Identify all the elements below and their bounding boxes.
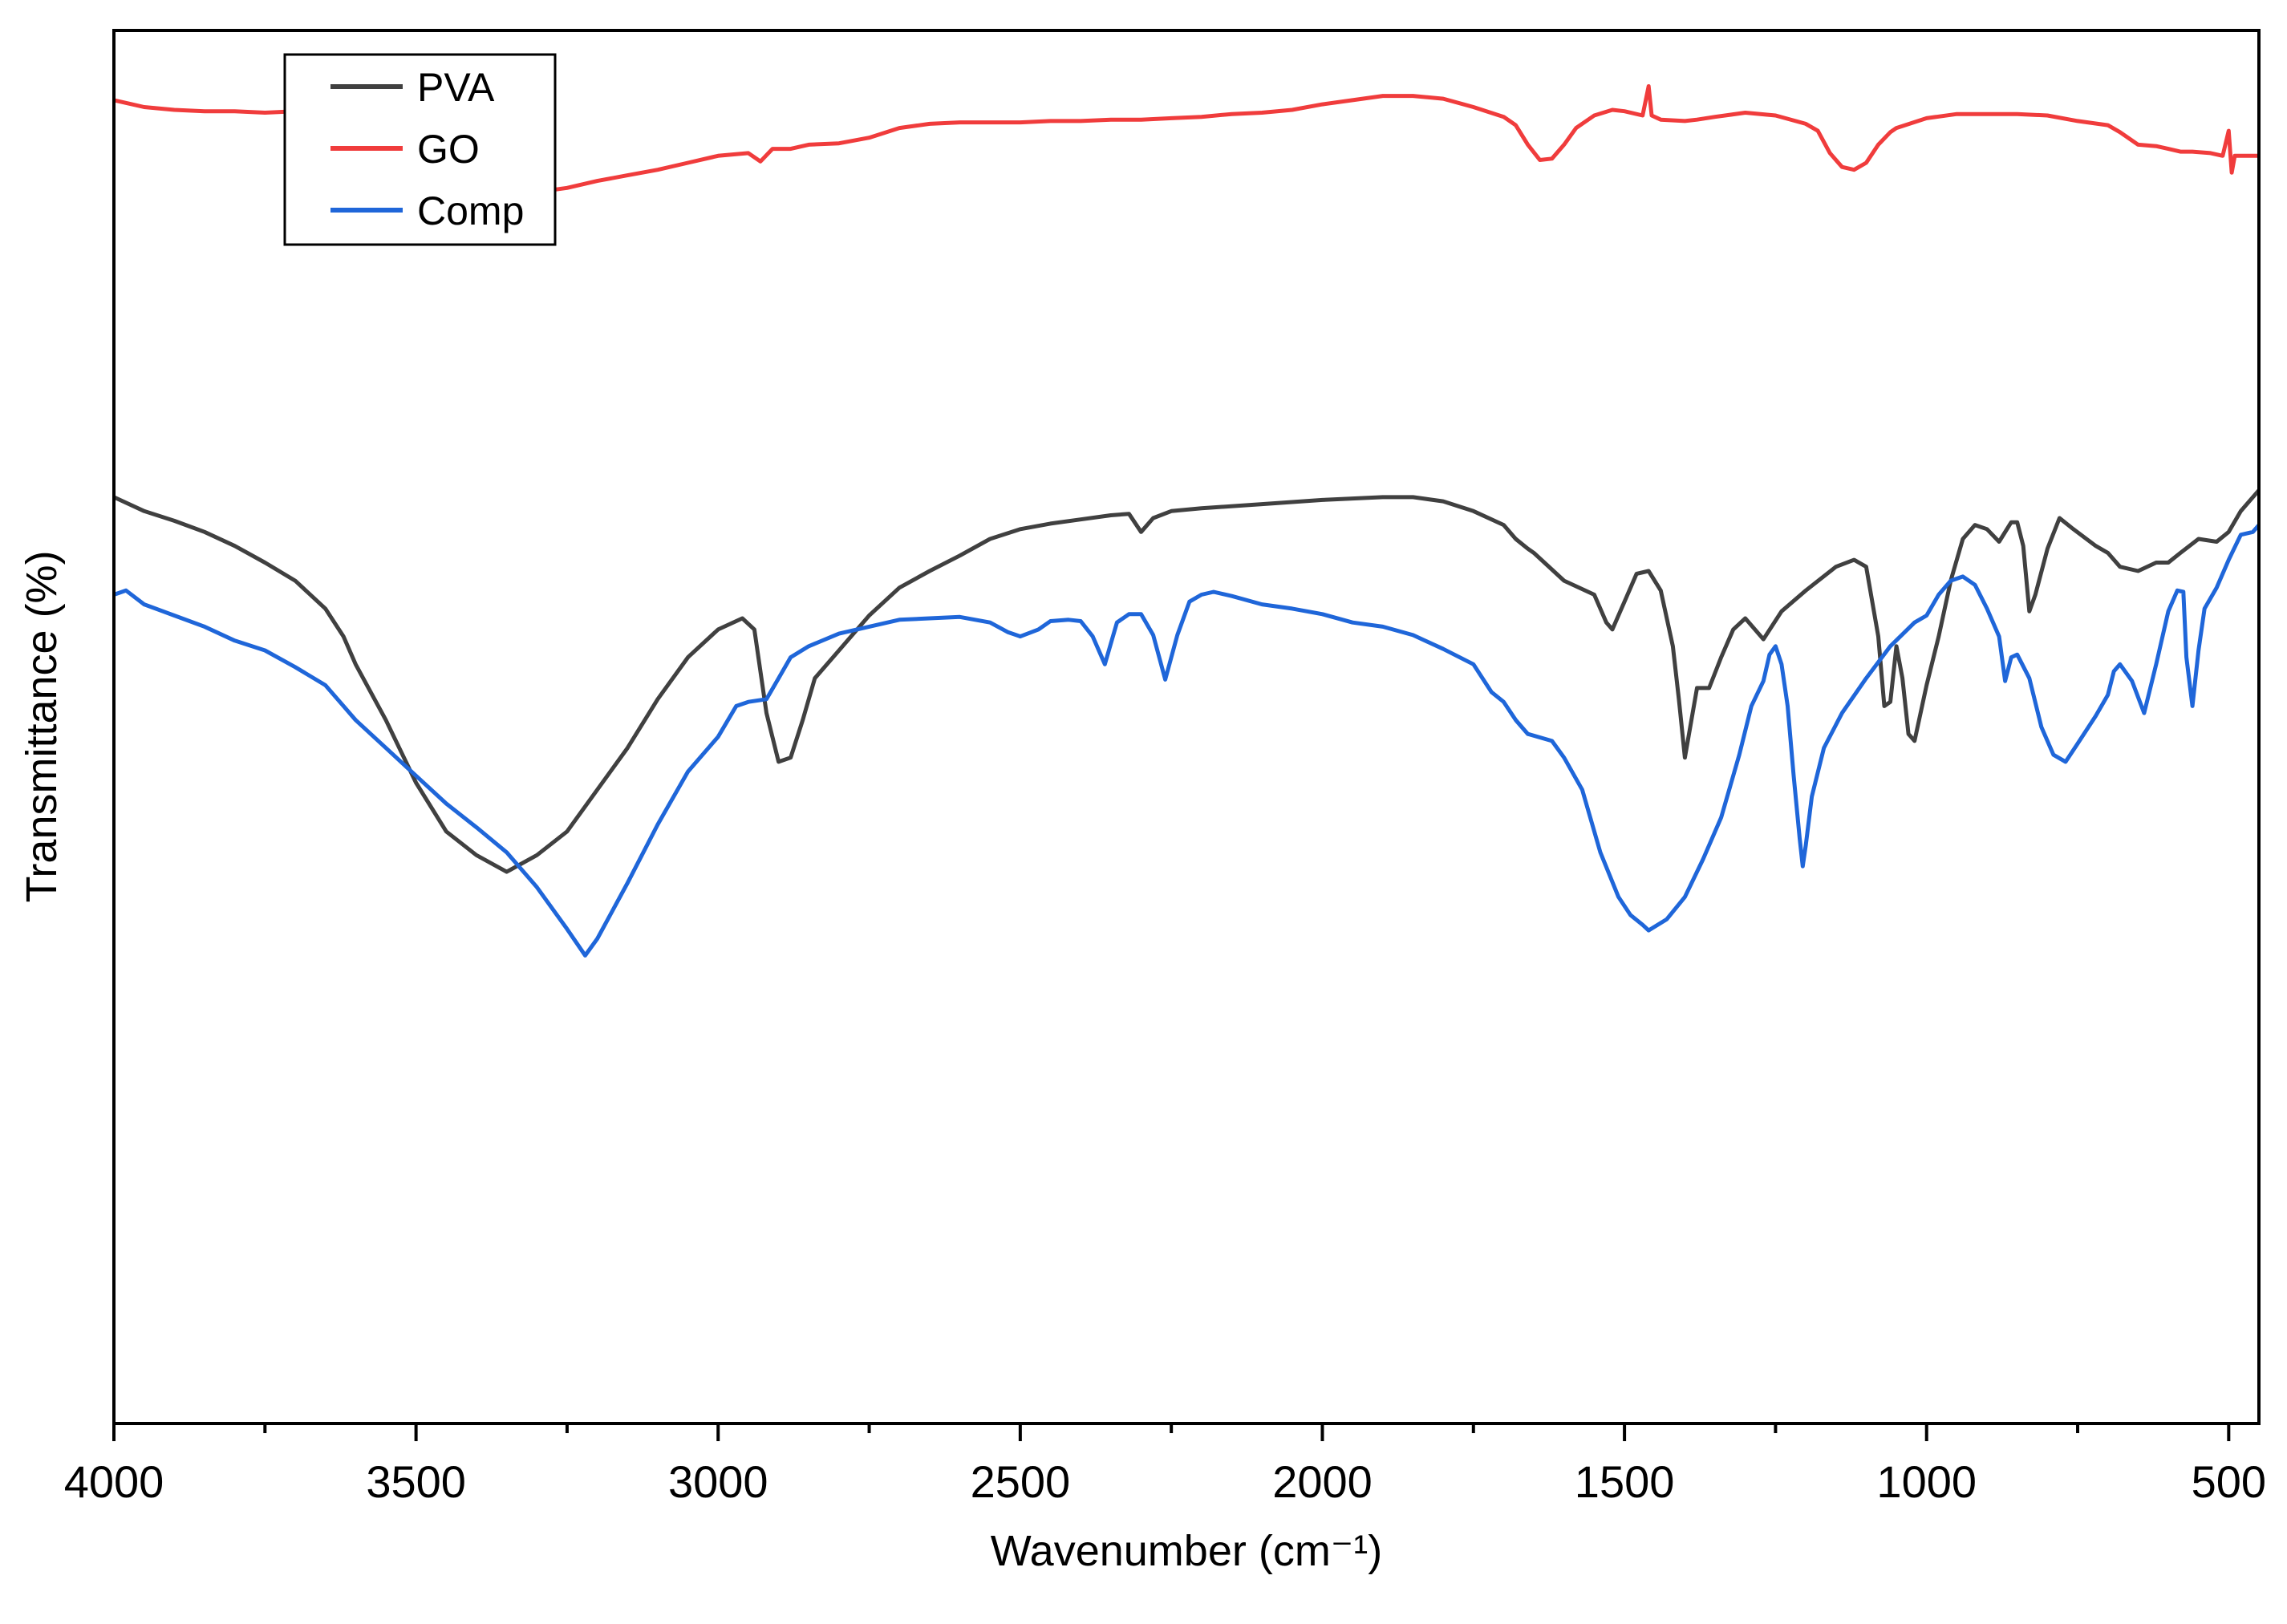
legend: PVA GO Comp	[283, 53, 557, 246]
x-axis-title: Wavenumber (cm⁻¹)	[991, 1527, 1383, 1575]
x-tick-label: 3000	[668, 1456, 768, 1507]
x-tick-label: 2500	[971, 1456, 1071, 1507]
series-line-comp	[113, 523, 2261, 958]
x-axis-ticks: 4000 3500 3000 2500 2000 1500 1000 500	[64, 1424, 2266, 1507]
x-tick-label: 1000	[1876, 1456, 1977, 1507]
x-tick-label: 4000	[64, 1456, 164, 1507]
x-tick-label: 500	[2192, 1456, 2266, 1507]
x-tick-label: 3500	[366, 1456, 466, 1507]
series-line-pva	[112, 488, 2261, 874]
legend-label-pva: PVA	[417, 65, 495, 110]
legend-label-go: GO	[417, 127, 480, 172]
legend-label-comp: Comp	[417, 188, 524, 233]
x-tick-label: 1500	[1575, 1456, 1675, 1507]
legend-box	[283, 53, 557, 246]
y-axis-title: Transmittance (%)	[18, 550, 66, 902]
plot-frame	[112, 29, 2261, 1425]
x-tick-label: 2000	[1272, 1456, 1373, 1507]
